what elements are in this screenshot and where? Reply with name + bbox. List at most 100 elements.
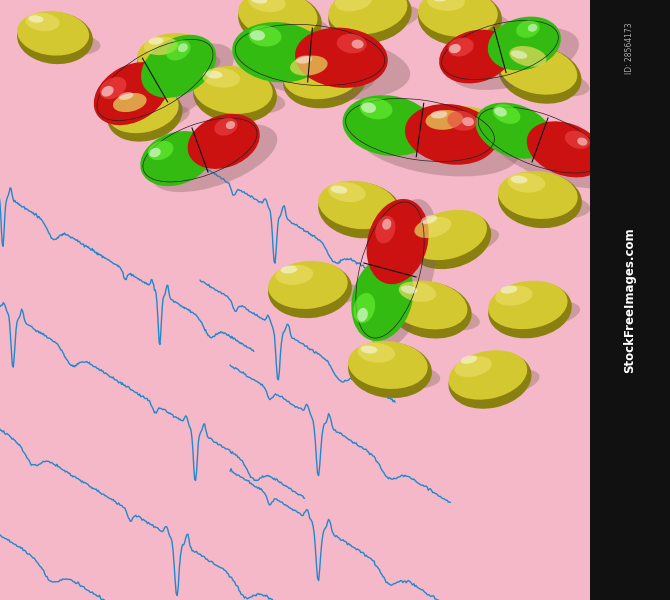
- Ellipse shape: [141, 35, 216, 98]
- Ellipse shape: [448, 111, 477, 131]
- Ellipse shape: [232, 22, 325, 82]
- Ellipse shape: [418, 0, 502, 46]
- Ellipse shape: [248, 0, 285, 12]
- Ellipse shape: [101, 86, 114, 97]
- Ellipse shape: [137, 33, 209, 77]
- Ellipse shape: [351, 256, 413, 341]
- Ellipse shape: [509, 46, 547, 67]
- Ellipse shape: [239, 0, 318, 39]
- Ellipse shape: [107, 88, 182, 142]
- Ellipse shape: [453, 368, 539, 401]
- Ellipse shape: [487, 118, 623, 188]
- Ellipse shape: [148, 141, 174, 160]
- Ellipse shape: [427, 0, 465, 11]
- Ellipse shape: [249, 25, 281, 47]
- Ellipse shape: [357, 308, 368, 322]
- Ellipse shape: [389, 281, 468, 329]
- Ellipse shape: [360, 346, 377, 353]
- Ellipse shape: [251, 0, 267, 4]
- Ellipse shape: [21, 29, 100, 56]
- Ellipse shape: [409, 210, 487, 260]
- Ellipse shape: [527, 121, 604, 178]
- Ellipse shape: [295, 28, 388, 88]
- Ellipse shape: [451, 27, 579, 90]
- Ellipse shape: [352, 40, 364, 49]
- Ellipse shape: [488, 281, 567, 329]
- Ellipse shape: [366, 199, 429, 284]
- Ellipse shape: [328, 0, 407, 34]
- Ellipse shape: [113, 93, 147, 112]
- Ellipse shape: [152, 124, 277, 192]
- Ellipse shape: [462, 117, 474, 126]
- Text: ID: 28564173: ID: 28564173: [626, 22, 634, 74]
- Ellipse shape: [193, 66, 273, 114]
- Ellipse shape: [498, 45, 578, 95]
- Ellipse shape: [498, 46, 582, 104]
- Ellipse shape: [141, 51, 220, 78]
- Ellipse shape: [492, 104, 521, 124]
- Ellipse shape: [448, 350, 527, 400]
- Ellipse shape: [137, 34, 213, 86]
- Ellipse shape: [140, 131, 212, 186]
- Ellipse shape: [498, 172, 582, 228]
- Ellipse shape: [448, 38, 474, 56]
- Ellipse shape: [17, 11, 89, 56]
- Ellipse shape: [149, 37, 163, 45]
- Ellipse shape: [488, 17, 561, 70]
- Ellipse shape: [516, 20, 540, 38]
- Ellipse shape: [272, 281, 360, 310]
- Ellipse shape: [507, 173, 545, 193]
- Ellipse shape: [268, 261, 348, 309]
- Ellipse shape: [94, 62, 169, 125]
- Ellipse shape: [318, 182, 402, 238]
- Ellipse shape: [188, 114, 260, 169]
- Ellipse shape: [356, 110, 520, 176]
- Ellipse shape: [393, 299, 480, 331]
- Ellipse shape: [149, 148, 161, 157]
- Ellipse shape: [202, 68, 240, 88]
- Ellipse shape: [166, 40, 190, 61]
- Ellipse shape: [375, 216, 395, 244]
- Ellipse shape: [112, 104, 190, 135]
- Ellipse shape: [17, 12, 93, 64]
- Ellipse shape: [348, 341, 427, 389]
- Ellipse shape: [28, 16, 44, 23]
- Ellipse shape: [100, 77, 127, 99]
- Ellipse shape: [409, 211, 491, 269]
- Ellipse shape: [107, 88, 179, 133]
- Ellipse shape: [498, 171, 578, 219]
- Ellipse shape: [503, 64, 590, 97]
- Ellipse shape: [25, 13, 60, 31]
- Ellipse shape: [281, 266, 297, 274]
- Ellipse shape: [331, 185, 347, 194]
- Ellipse shape: [198, 86, 285, 115]
- Ellipse shape: [287, 70, 375, 100]
- Ellipse shape: [322, 200, 410, 230]
- Ellipse shape: [119, 92, 133, 100]
- Ellipse shape: [418, 0, 498, 37]
- Ellipse shape: [328, 0, 411, 44]
- Ellipse shape: [358, 343, 395, 362]
- Ellipse shape: [352, 361, 440, 389]
- Ellipse shape: [243, 10, 330, 40]
- Ellipse shape: [425, 110, 463, 130]
- Ellipse shape: [318, 181, 397, 229]
- Ellipse shape: [511, 176, 527, 184]
- Ellipse shape: [275, 265, 313, 285]
- Ellipse shape: [246, 35, 410, 100]
- Ellipse shape: [399, 281, 436, 302]
- Ellipse shape: [107, 43, 234, 131]
- Ellipse shape: [382, 218, 391, 230]
- Ellipse shape: [250, 30, 265, 41]
- Ellipse shape: [421, 215, 438, 224]
- Ellipse shape: [448, 351, 531, 409]
- Ellipse shape: [565, 131, 590, 149]
- Ellipse shape: [335, 0, 373, 11]
- Ellipse shape: [206, 71, 222, 79]
- Ellipse shape: [214, 118, 238, 136]
- Bar: [590, 0, 670, 600]
- Ellipse shape: [502, 191, 590, 220]
- Ellipse shape: [449, 44, 461, 53]
- Ellipse shape: [144, 37, 178, 55]
- Ellipse shape: [492, 300, 580, 330]
